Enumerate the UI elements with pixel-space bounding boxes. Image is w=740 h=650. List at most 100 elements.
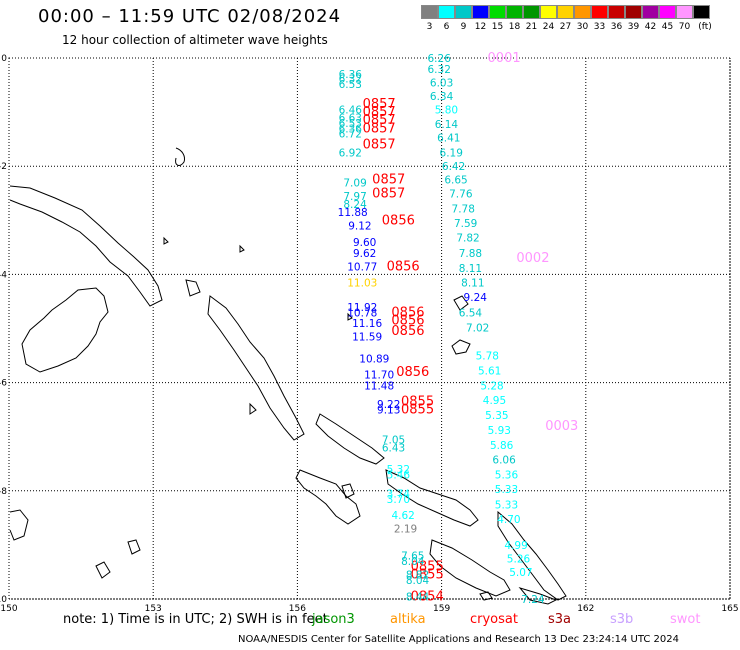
- wave-height-value: 6.26: [428, 53, 452, 65]
- scale-swatch: [591, 5, 608, 19]
- pass-time-label: 0856: [396, 365, 429, 380]
- lat-tick-label: -10: [0, 595, 7, 605]
- pass-time-label: 0857: [372, 173, 405, 188]
- scale-label: 15: [491, 22, 504, 32]
- wave-height-value: 4.99: [504, 540, 527, 552]
- wave-height-value: 6.36: [339, 69, 363, 81]
- wave-height-value: 10.78: [347, 307, 377, 319]
- wave-height-value: 4.95: [483, 395, 506, 407]
- wave-height-value: 9.13: [377, 405, 400, 417]
- scale-swatch: [455, 5, 472, 19]
- lat-tick-label: -8: [0, 487, 7, 497]
- santa-isabel-coast: [385, 469, 479, 527]
- lat-tick-label: -2: [0, 162, 7, 172]
- pass-time-label: 0855: [401, 395, 434, 410]
- wave-height-value: 9.60: [353, 237, 376, 249]
- wave-height-value: 6.53: [339, 79, 362, 91]
- wave-height-value: 7.82: [456, 233, 479, 245]
- malaita-coast: [497, 510, 567, 601]
- wave-height-value: 6.63: [339, 113, 362, 125]
- scale-label: 6: [443, 22, 450, 32]
- wave-height-value: 11.59: [352, 332, 382, 344]
- wave-height-value: 6.42: [442, 161, 465, 173]
- wave-height-value: 5.33: [495, 499, 518, 511]
- wave-height-value: 5.28: [480, 380, 503, 392]
- wave-height-value: 7.76: [449, 188, 473, 200]
- satellite-cryosat: cryosat: [470, 612, 518, 627]
- wave-height-value: 6.65: [444, 175, 467, 187]
- wave-height-value: 3.70: [387, 494, 410, 506]
- wave-height-value: 9.22: [377, 399, 400, 411]
- lon-tick-label: 162: [577, 604, 594, 614]
- scale-swatch: [523, 5, 540, 19]
- scale-swatch: [472, 5, 489, 19]
- scale-label: 30: [576, 22, 589, 32]
- scale-unit: (ft): [698, 22, 712, 32]
- wave-height-value: 5.33: [495, 484, 518, 496]
- wave-height-value: 6.14: [435, 119, 459, 131]
- wave-height-value: 6.32: [339, 74, 362, 86]
- scale-label: 36: [610, 22, 623, 32]
- pass-time-label: 0857: [363, 113, 396, 128]
- satellite-altika: altika: [390, 612, 426, 627]
- pass-time-label: 0855: [411, 560, 444, 575]
- wave-height-value: 5.35: [485, 410, 508, 422]
- wave-height-value: 3.74: [387, 489, 411, 501]
- wave-height-value: 9.62: [353, 248, 376, 260]
- pass-time-label: 0002: [516, 251, 549, 266]
- satellite-s3b: s3b: [610, 612, 634, 627]
- pass-time-label: 0857: [372, 186, 405, 201]
- lon-tick-label: 159: [433, 604, 450, 614]
- wave-height-value: 6.34: [430, 91, 454, 103]
- small-island-i: [341, 483, 355, 499]
- scale-label: 18: [508, 22, 521, 32]
- wave-height-value: 7.88: [459, 248, 482, 260]
- wave-height-values: 6.266.326.036.345.806.146.416.196.426.65…: [338, 53, 545, 606]
- wave-height-value: 7.78: [452, 203, 475, 215]
- scale-label: 21: [525, 22, 538, 32]
- wave-height-value: 6.92: [339, 148, 362, 160]
- wave-height-value: 6.72: [339, 129, 362, 141]
- wave-height-value: 11.92: [347, 302, 377, 314]
- wave-height-value: 6.03: [430, 77, 453, 89]
- lon-tick-label: 150: [0, 604, 17, 614]
- choiseul-coast: [315, 413, 385, 465]
- wave-height-value: 5.93: [488, 425, 511, 437]
- pass-time-label: 0856: [391, 305, 424, 320]
- scale-label: 24: [542, 22, 555, 32]
- small-island-f: [9, 509, 29, 541]
- small-island-g: [95, 561, 111, 579]
- guadalcanal-coast: [429, 539, 511, 597]
- wave-height-value: 6.36: [339, 123, 363, 135]
- wave-height-value: 11.03: [347, 278, 377, 290]
- wave-height-value: 8.04: [406, 575, 430, 587]
- lat-tick-label: -4: [0, 270, 7, 280]
- coastlines: [9, 147, 567, 605]
- pass-time-label: 0857: [363, 138, 396, 153]
- wave-height-value: 8.82: [406, 570, 429, 582]
- new-britain-coast: [21, 287, 109, 373]
- wave-height-value: 7.09: [343, 177, 366, 189]
- wave-height-value: 11.48: [364, 380, 394, 392]
- footer-note: note: 1) Time is in UTC; 2) SWH is in fe…: [63, 612, 328, 627]
- wave-height-value: 4.70: [497, 514, 520, 526]
- scale-swatch: [574, 5, 591, 19]
- wave-height-value: 4.62: [391, 510, 414, 522]
- wave-height-value: 8.11: [459, 263, 482, 275]
- wave-height-value: 7.05: [382, 434, 405, 446]
- lon-tick-label: 156: [289, 604, 306, 614]
- wave-height-value: 5.86: [490, 440, 514, 452]
- wave-height-value: 5.32: [387, 464, 410, 476]
- wave-height-value: 11.16: [352, 318, 382, 330]
- small-island-d: [451, 339, 471, 355]
- scale-swatch: [540, 5, 557, 19]
- scale-label: 33: [593, 22, 606, 32]
- scale-swatch: [659, 5, 676, 19]
- wave-height-value: 6.19: [440, 148, 463, 160]
- wave-height-value: 5.78: [476, 351, 499, 363]
- footer-credit: NOAA/NESDIS Center for Satellite Applica…: [238, 634, 680, 645]
- pass-time-label: 0856: [391, 313, 424, 328]
- small-island-a: [239, 244, 245, 253]
- pass-time-labels: 0001000200030857085708570857085708570857…: [363, 51, 579, 604]
- wave-height-value: 6.43: [382, 443, 405, 455]
